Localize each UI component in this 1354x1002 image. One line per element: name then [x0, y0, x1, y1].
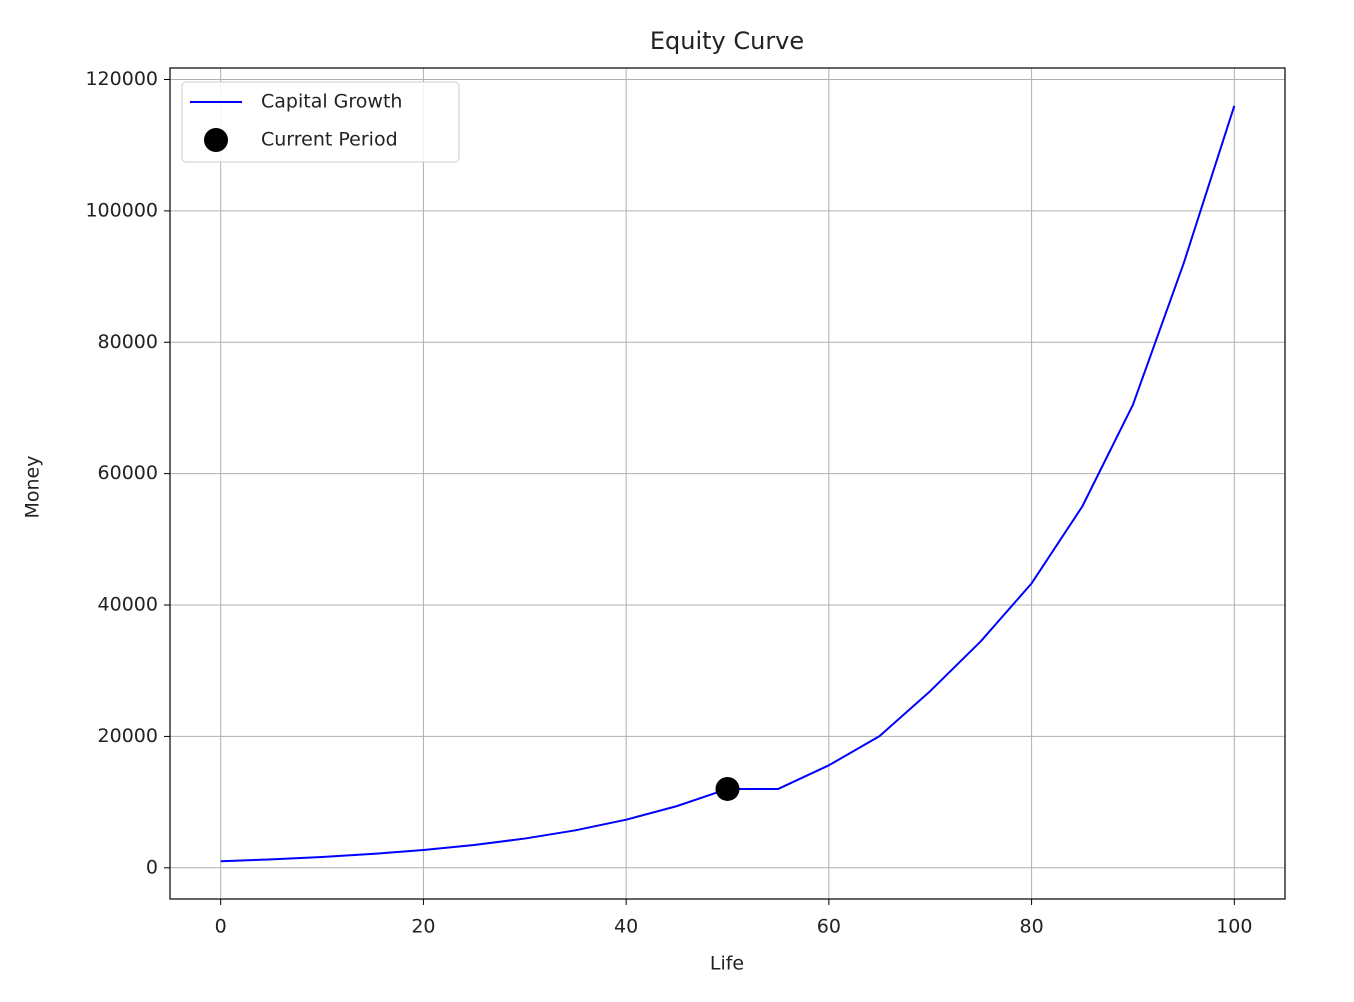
y-axis-label: Money — [22, 456, 44, 519]
equity-line — [220, 105, 1236, 863]
chart-title: Equity Curve — [650, 27, 804, 55]
x-tick-label: 80 — [1019, 916, 1043, 938]
x-axis-label: Life — [710, 953, 744, 975]
x-tick-label: 60 — [817, 916, 841, 938]
plot-frame — [169, 67, 1286, 900]
legend-label: Capital Growth — [261, 91, 402, 113]
y-tick-label: 0 — [146, 856, 158, 878]
x-tick-label: 100 — [1216, 916, 1252, 938]
current-period-marker — [715, 776, 740, 801]
x-tick-label: 20 — [411, 916, 435, 938]
y-tick-label: 60000 — [98, 462, 158, 484]
y-tick-label: 100000 — [85, 199, 158, 221]
x-tick-label: 40 — [614, 916, 638, 938]
y-tick-label: 20000 — [98, 725, 158, 747]
x-tick-label: 0 — [215, 916, 227, 938]
legend-marker — [204, 128, 228, 152]
y-tick-label: 40000 — [98, 594, 158, 616]
y-tick-label: 120000 — [85, 68, 158, 90]
legend-label: Current Period — [261, 129, 398, 151]
legend-box — [181, 81, 460, 163]
y-tick-label: 80000 — [98, 331, 158, 353]
